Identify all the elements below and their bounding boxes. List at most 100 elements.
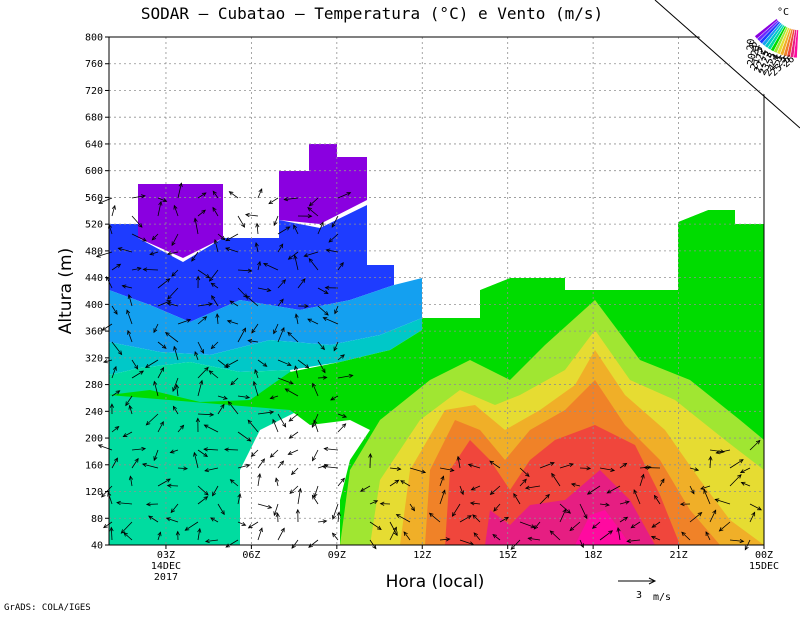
x-tick-label: 12Z [413, 550, 431, 561]
wind-arrow [197, 496, 209, 505]
wind-arrow [157, 478, 171, 487]
wind-arrow [123, 532, 133, 541]
wind-arrow [403, 531, 411, 541]
wind-arrow [277, 527, 285, 541]
wind-arrow [679, 502, 691, 507]
wind-arrow [689, 467, 700, 472]
wind-arrow [157, 531, 162, 541]
wind-arrow [288, 431, 299, 439]
wind-arrow [277, 226, 291, 235]
wind-arrow [539, 461, 555, 469]
wind-arrow [295, 508, 300, 523]
wind-arrow [616, 526, 621, 541]
wind-arrow [208, 370, 219, 379]
wind-arrow [131, 457, 139, 469]
wind-arrow [157, 341, 167, 349]
wind-arrow [524, 485, 541, 490]
wind-arrow [195, 417, 200, 433]
wind-arrow [689, 485, 695, 495]
wind-arrow [626, 538, 641, 544]
wind-arrow [312, 382, 319, 397]
wind-arrow [331, 215, 339, 228]
wind-arrow [715, 449, 731, 455]
wind-arrow [213, 239, 219, 253]
wind-arrow [237, 463, 251, 469]
wind-arrow [619, 500, 630, 505]
wind-arrow [151, 233, 159, 241]
band-cyan [109, 318, 422, 375]
wind-arrow [149, 251, 159, 256]
wind-arrow [131, 215, 143, 228]
y-tick-label: 760 [85, 59, 103, 70]
wind-arrow [217, 395, 228, 400]
wind-arrow [297, 278, 306, 289]
wind-arrow [439, 467, 455, 472]
wind-arrow [208, 269, 219, 282]
wind-arrow [369, 521, 382, 530]
wind-arrow [225, 233, 239, 242]
x-tick-label: 00Z [755, 550, 773, 561]
wind-arrow [313, 485, 319, 498]
wind-arrow [237, 431, 252, 442]
wind-arrow [109, 403, 115, 415]
wind-arrow [111, 263, 122, 271]
wind-arrow [307, 207, 319, 217]
y-tick-label: 80 [91, 514, 103, 525]
wind-arrow [144, 359, 159, 368]
wind-arrow [729, 459, 744, 469]
wind-scale-unit: m/s [653, 592, 671, 603]
wind-arrow [389, 521, 398, 537]
wind-arrow [166, 251, 179, 256]
wind-arrow [389, 466, 402, 471]
wind-arrow [337, 373, 354, 379]
wind-arrow [121, 284, 133, 289]
wind-arrow [225, 247, 239, 253]
wind-arrow [257, 473, 262, 487]
wind-arrow [519, 467, 530, 477]
y-tick-label: 200 [85, 434, 103, 445]
wind-arrow [700, 485, 711, 490]
wind-arrow [141, 462, 159, 469]
wind-arrow [269, 395, 279, 400]
wind-arrow [294, 313, 299, 325]
wind-arrow [274, 477, 279, 487]
wind-arrow [237, 521, 247, 526]
wind-arrow [212, 190, 219, 199]
wind-arrow [297, 304, 309, 309]
wind-arrow [237, 493, 242, 505]
plot-frame [108, 36, 765, 546]
wind-arrow [277, 279, 286, 289]
wind-arrow [459, 485, 464, 496]
wind-arrow [334, 305, 339, 315]
wind-arrow [718, 521, 731, 532]
wind-arrow [170, 503, 179, 514]
wind-arrow [328, 233, 339, 243]
wind-arrow [148, 515, 159, 523]
wind-arrow [217, 503, 225, 516]
wind-arrow [599, 530, 614, 541]
y-tick-label: 600 [85, 166, 103, 177]
wind-arrow [337, 192, 352, 199]
wind-arrow [197, 302, 214, 307]
wind-arrow [131, 266, 142, 271]
wind-arrow [165, 332, 179, 343]
wind-arrow [527, 536, 541, 541]
x-tick-label: 09Z [328, 550, 346, 561]
wind-arrow [116, 500, 133, 506]
wind-arrow [368, 453, 373, 469]
wind-arrow [272, 418, 279, 433]
y-tick-label: 240 [85, 407, 103, 418]
y-tick-label: 520 [85, 220, 103, 231]
wind-arrow [173, 345, 179, 361]
wind-arrow [166, 302, 179, 307]
wind-arrow [277, 243, 284, 253]
wind-arrow [549, 530, 561, 541]
wind-scale-arrowhead [648, 577, 657, 585]
wind-arrow [277, 460, 285, 469]
legend-level-label: 20.5 [746, 41, 760, 66]
wind-arrow [291, 539, 299, 549]
wind-arrow [122, 431, 133, 438]
wind-arrow [128, 475, 134, 487]
